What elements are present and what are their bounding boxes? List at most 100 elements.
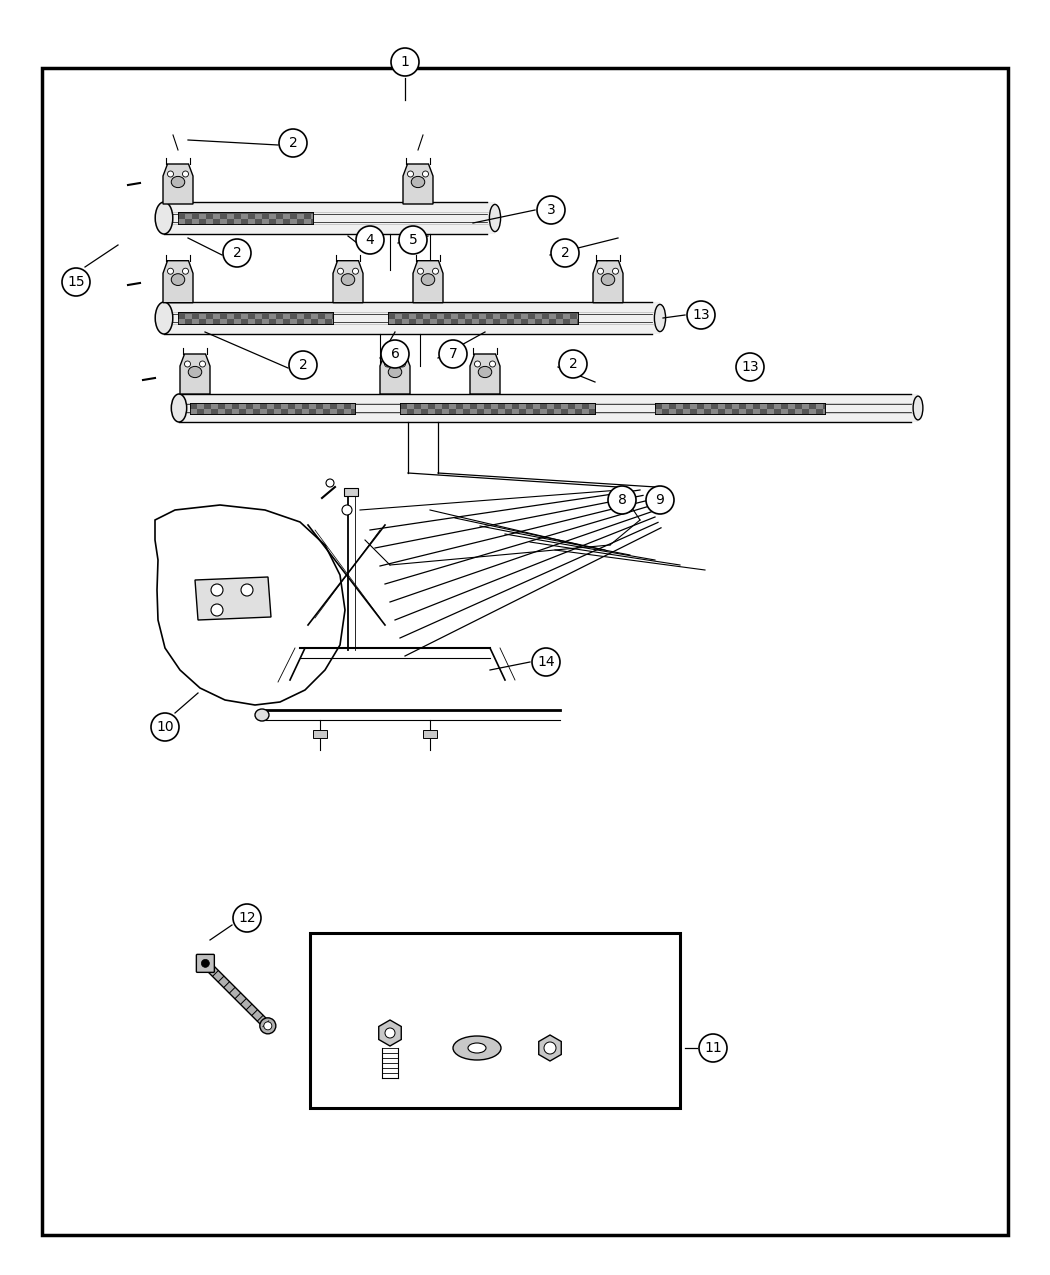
Ellipse shape [914, 397, 923, 419]
Circle shape [211, 604, 223, 616]
Bar [351, 403, 355, 408]
Bar [456, 408, 463, 413]
Bar [253, 403, 260, 408]
Bar [295, 403, 302, 408]
Polygon shape [163, 260, 193, 302]
Circle shape [559, 351, 587, 377]
Circle shape [608, 486, 636, 514]
Bar [234, 319, 242, 324]
Bar [269, 214, 276, 219]
Bar [528, 319, 536, 324]
Ellipse shape [171, 274, 185, 286]
Text: 10: 10 [156, 720, 174, 734]
Bar [732, 403, 739, 408]
Bar [269, 314, 276, 319]
Circle shape [439, 340, 467, 368]
Bar [255, 314, 262, 319]
Ellipse shape [421, 274, 435, 286]
Bar [220, 219, 227, 224]
Bar [547, 403, 554, 408]
Bar [267, 403, 274, 408]
Bar [718, 403, 724, 408]
Circle shape [612, 268, 618, 274]
Bar [781, 408, 788, 413]
Bar [662, 403, 669, 408]
Text: 4: 4 [365, 233, 375, 247]
Bar [486, 319, 494, 324]
Text: 2: 2 [298, 358, 308, 372]
Bar [521, 314, 528, 319]
Polygon shape [180, 354, 210, 394]
Bar [570, 319, 578, 324]
Text: 13: 13 [692, 309, 710, 323]
Bar [589, 403, 595, 408]
Text: 3: 3 [547, 203, 555, 217]
Bar [276, 219, 284, 224]
Circle shape [385, 1028, 395, 1038]
Bar [423, 731, 437, 738]
Circle shape [537, 196, 565, 224]
Circle shape [391, 48, 419, 76]
Circle shape [62, 268, 90, 296]
Bar [248, 319, 255, 324]
Bar [724, 408, 732, 413]
Bar [310, 933, 680, 1108]
Bar [227, 214, 234, 219]
Bar [311, 214, 313, 219]
Bar [452, 314, 458, 319]
Bar [556, 319, 563, 324]
Bar [766, 408, 774, 413]
Bar [388, 312, 578, 324]
Bar [682, 408, 690, 413]
Bar [234, 219, 242, 224]
Bar [540, 408, 547, 413]
Bar [284, 314, 290, 319]
Bar [388, 319, 395, 324]
Circle shape [342, 505, 352, 515]
Ellipse shape [412, 176, 425, 187]
Bar [514, 319, 521, 324]
Polygon shape [593, 260, 623, 302]
Bar [225, 403, 232, 408]
Polygon shape [470, 354, 500, 394]
Bar [304, 319, 311, 324]
Bar [344, 488, 358, 496]
Ellipse shape [489, 204, 501, 232]
Bar [507, 314, 514, 319]
Bar [395, 314, 402, 319]
Bar [582, 408, 589, 413]
Bar [519, 403, 526, 408]
Circle shape [259, 1017, 276, 1034]
Polygon shape [195, 578, 271, 620]
Ellipse shape [602, 274, 614, 286]
Bar [302, 408, 309, 413]
Bar [297, 214, 304, 219]
Bar [410, 314, 416, 319]
Bar [290, 219, 297, 224]
Bar [178, 319, 185, 324]
Ellipse shape [188, 366, 202, 377]
Circle shape [532, 648, 560, 676]
Circle shape [399, 361, 405, 367]
Circle shape [211, 584, 223, 595]
Bar [477, 403, 484, 408]
Bar [178, 212, 313, 224]
Text: 15: 15 [67, 275, 85, 289]
Bar [423, 314, 430, 319]
Bar [242, 314, 248, 319]
Bar [808, 408, 816, 413]
Bar [561, 403, 568, 408]
Circle shape [353, 268, 358, 274]
Bar [774, 403, 781, 408]
Circle shape [381, 340, 410, 368]
Polygon shape [413, 260, 443, 302]
Bar [512, 408, 519, 413]
Circle shape [183, 171, 189, 177]
Circle shape [168, 171, 173, 177]
Text: 7: 7 [448, 347, 458, 361]
Bar [498, 408, 505, 413]
Polygon shape [155, 505, 345, 705]
Circle shape [337, 268, 343, 274]
Bar [753, 408, 760, 413]
Circle shape [597, 268, 604, 274]
